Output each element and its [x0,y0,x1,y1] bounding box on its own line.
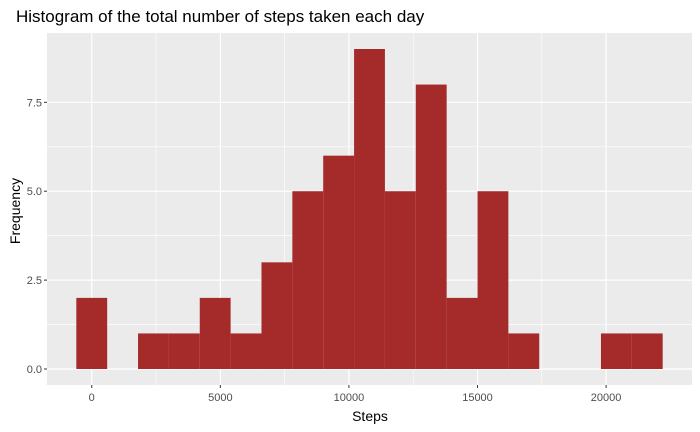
histogram-bar [199,297,231,369]
histogram-bar [323,155,355,369]
y-tick-label: 5.0 [27,186,42,198]
y-tick-label: 2.5 [27,275,42,287]
histogram-bar [261,262,293,369]
histogram-bar [384,191,416,369]
y-axis-ticks: 0.0 2.5 5.0 7.5 [27,97,47,376]
histogram-bar [230,333,262,369]
histogram-bar [292,191,324,369]
y-tick-label: 0.0 [27,364,42,376]
histogram-bar [600,333,632,369]
histogram-bar [508,333,540,369]
histogram-bar [415,84,447,370]
x-tick-label: 10000 [334,392,365,404]
histogram-bar [446,297,478,369]
x-tick-label: 15000 [462,392,493,404]
x-axis-title: Steps [352,408,388,424]
histogram-bars [76,49,663,370]
histogram-bar [76,297,108,369]
x-axis-ticks: 0 5000 10000 15000 20000 [89,385,622,404]
histogram-bar [631,333,663,369]
x-tick-label: 20000 [591,392,622,404]
x-tick-label: 0 [89,392,95,404]
y-tick-label: 7.5 [27,97,42,109]
x-tick-label: 5000 [208,392,232,404]
histogram-bar [138,333,169,369]
histogram-bar [354,49,385,369]
histogram-bar [477,191,509,369]
chart-title: Histogram of the total number of steps t… [16,7,425,26]
histogram-bar [168,333,200,369]
y-axis-title: Frequency [7,178,23,244]
